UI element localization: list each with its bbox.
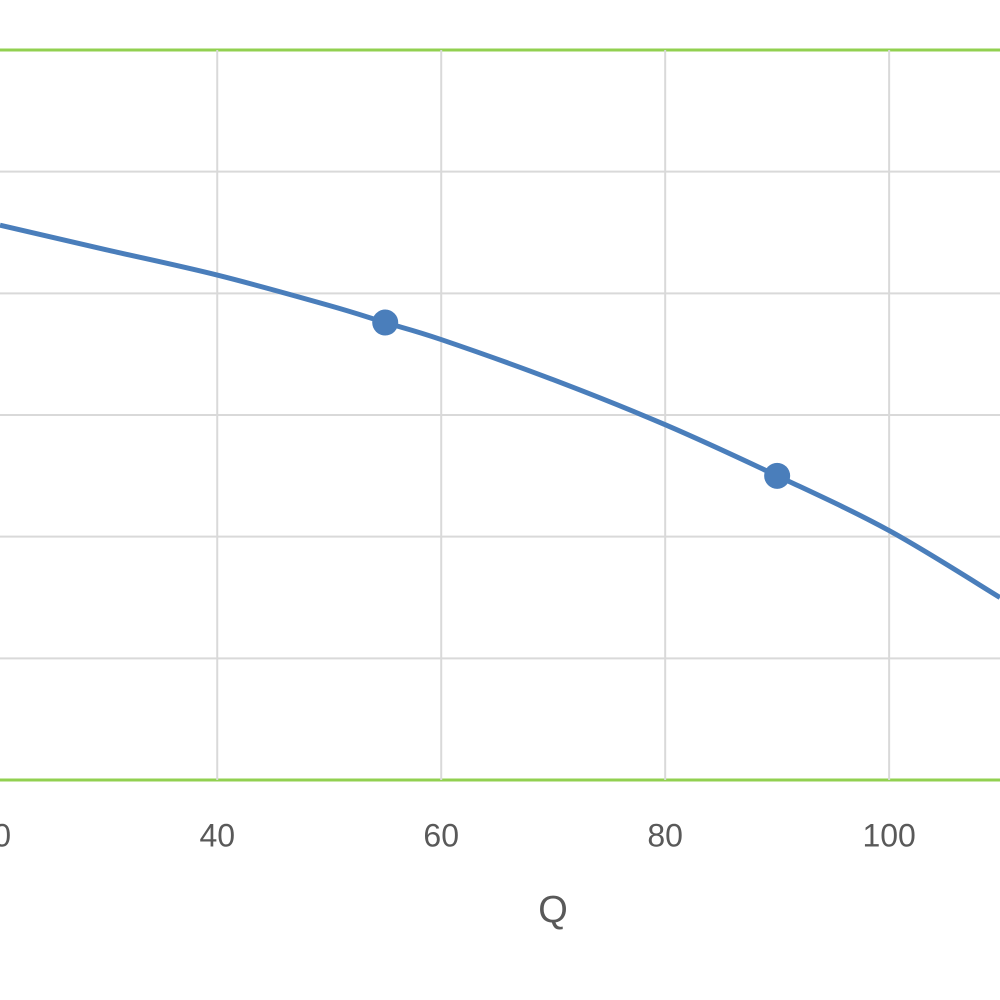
x-tick-label: 80	[647, 817, 683, 853]
x-tick-label: 20	[0, 817, 11, 853]
x-tick-label: 60	[423, 817, 459, 853]
line	[0, 222, 1000, 600]
marker	[764, 462, 791, 489]
marker	[372, 309, 399, 336]
x-tick-label: 100	[862, 817, 915, 853]
x-tick-label: 40	[199, 817, 235, 853]
x-axis-title: Q	[538, 889, 568, 931]
